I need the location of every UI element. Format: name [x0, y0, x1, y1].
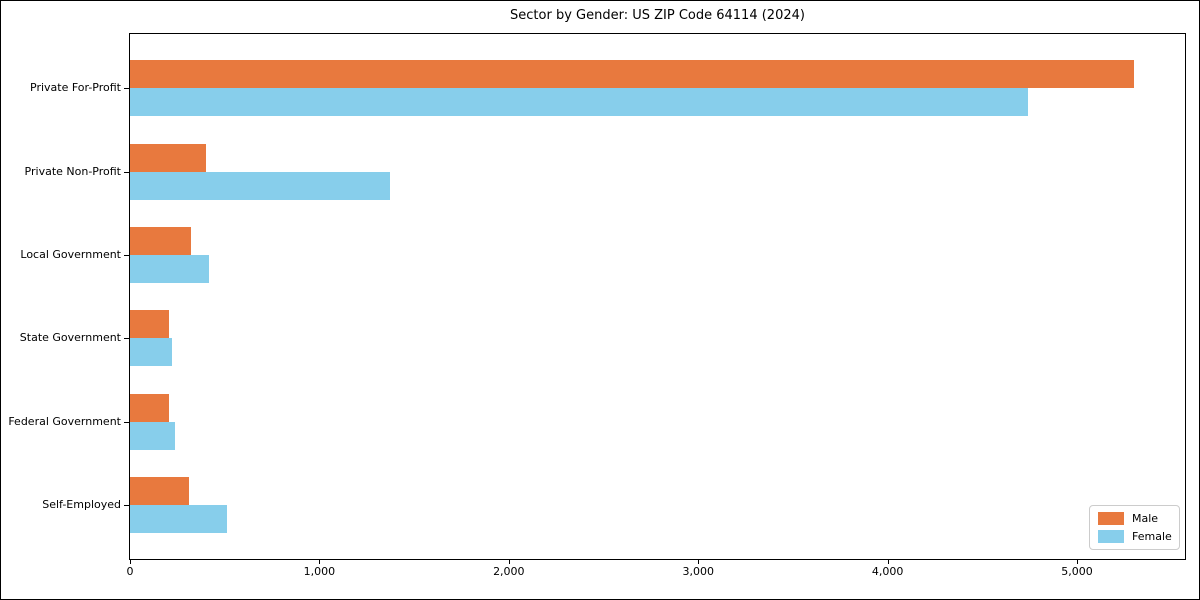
- legend-label-male: Male: [1132, 512, 1159, 525]
- plot-area: [129, 33, 1186, 560]
- y-tick-self-employed: [124, 504, 129, 506]
- category-label-private-non-profit: Private Non-Profit: [24, 164, 121, 178]
- category-label-private-for-profit: Private For-Profit: [30, 81, 121, 95]
- legend: Male Female: [1089, 505, 1180, 550]
- bar-female-local-government: [130, 254, 209, 283]
- category-label-local-government: Local Government: [20, 247, 121, 261]
- bar-male-self-employed: [130, 476, 189, 505]
- category-label-federal-government: Federal Government: [8, 414, 121, 428]
- legend-swatch-male: [1098, 512, 1124, 525]
- bar-female-federal-government: [130, 421, 176, 450]
- bar-female-self-employed: [130, 504, 227, 533]
- x-tick-label-1000: 1,000: [303, 565, 336, 578]
- x-tick-label-4000: 4,000: [871, 565, 904, 578]
- x-tick-label-2000: 2,000: [493, 565, 525, 578]
- bar-male-state-government: [130, 310, 169, 339]
- bar-male-private-for-profit: [130, 60, 1134, 89]
- legend-swatch-female: [1098, 530, 1124, 543]
- x-tick-4000: [887, 560, 889, 564]
- y-tick-federal-government: [124, 421, 129, 423]
- x-tick-3000: [698, 560, 700, 564]
- bar-female-private-non-profit: [130, 171, 391, 200]
- category-label-state-government: State Government: [19, 331, 121, 345]
- x-tick-1000: [319, 560, 321, 564]
- bar-male-local-government: [130, 226, 191, 255]
- legend-item-female: Female: [1098, 530, 1172, 543]
- x-tick-label-5000: 5,000: [1061, 565, 1093, 578]
- y-tick-private-for-profit: [124, 88, 129, 90]
- bar-male-federal-government: [130, 393, 169, 422]
- x-tick-0: [130, 560, 131, 564]
- y-tick-local-government: [124, 254, 129, 256]
- bar-male-private-non-profit: [130, 143, 206, 172]
- legend-item-male: Male: [1098, 512, 1171, 525]
- x-tick-2000: [508, 560, 510, 564]
- y-tick-state-government: [124, 338, 129, 340]
- chart-title: Sector by Gender: US ZIP Code 64114 (202…: [510, 8, 805, 23]
- bar-female-state-government: [130, 338, 172, 367]
- y-tick-private-non-profit: [124, 171, 129, 173]
- bar-female-private-for-profit: [130, 88, 1028, 117]
- x-tick-label-0: 0: [126, 565, 134, 578]
- x-tick-label-3000: 3,000: [682, 565, 714, 578]
- x-tick-5000: [1077, 560, 1079, 564]
- legend-label-female: Female: [1132, 530, 1172, 543]
- category-label-self-employed: Self-Employed: [42, 497, 121, 511]
